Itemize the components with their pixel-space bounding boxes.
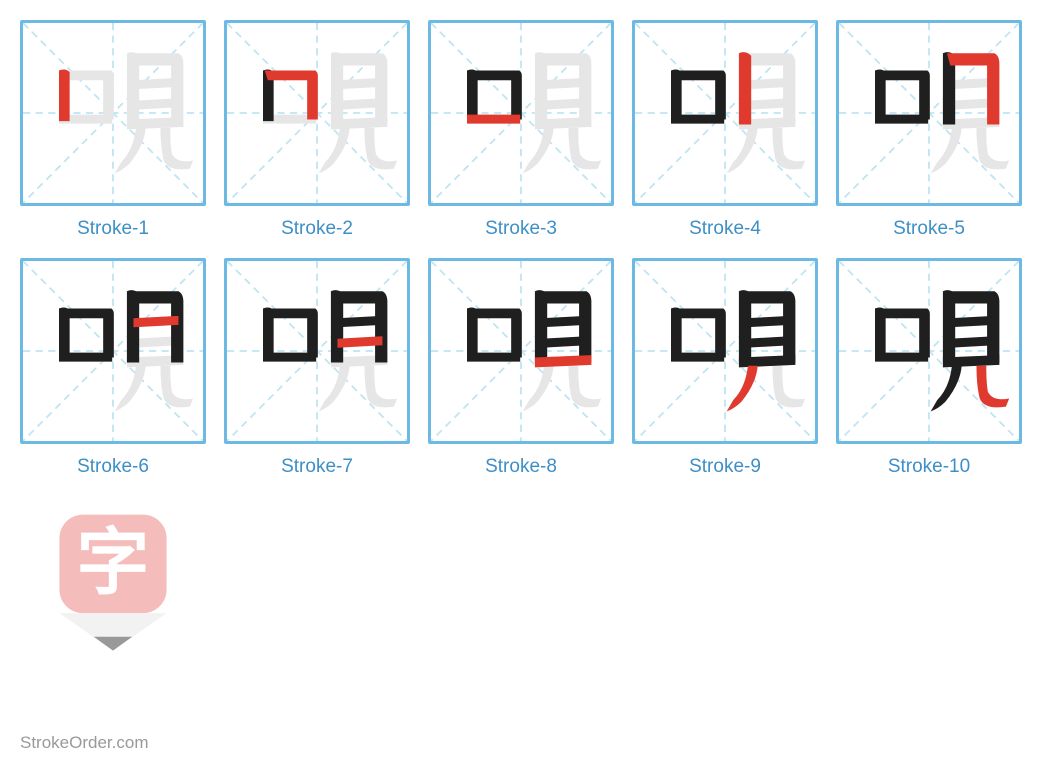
- stroke-cell-4: Stroke-4: [632, 20, 818, 240]
- stroke-label: Stroke-5: [893, 218, 965, 240]
- stroke-cell-2: Stroke-2: [224, 20, 410, 240]
- stroke-label: Stroke-7: [281, 456, 353, 478]
- stroke-cell-7: Stroke-7: [224, 258, 410, 478]
- stroke-cell-9: Stroke-9: [632, 258, 818, 478]
- stroke-panel: [836, 258, 1022, 444]
- footer-text: StrokeOrder.com: [20, 733, 149, 753]
- stroke-label: Stroke-10: [888, 456, 970, 478]
- svg-text:字: 字: [77, 522, 150, 603]
- stroke-label: Stroke-3: [485, 218, 557, 240]
- stroke-panel: [224, 258, 410, 444]
- stroke-panel: [20, 258, 206, 444]
- stroke-cell-8: Stroke-8: [428, 258, 614, 478]
- stroke-cell-6: Stroke-6: [20, 258, 206, 478]
- stroke-panel: [632, 258, 818, 444]
- stroke-cell-3: Stroke-3: [428, 20, 614, 240]
- site-logo: 字: [20, 496, 206, 656]
- stroke-cell-5: Stroke-5: [836, 20, 1022, 240]
- stroke-label: Stroke-9: [689, 456, 761, 478]
- stroke-label: Stroke-2: [281, 218, 353, 240]
- stroke-label: Stroke-6: [77, 456, 149, 478]
- stroke-grid: Stroke-1 Stroke-2 Stroke-3 Stroke-4 Stro…: [20, 20, 1050, 656]
- stroke-panel: [632, 20, 818, 206]
- stroke-panel: [20, 20, 206, 206]
- stroke-panel: [428, 20, 614, 206]
- stroke-cell-10: Stroke-10: [836, 258, 1022, 478]
- stroke-panel: [428, 258, 614, 444]
- stroke-label: Stroke-1: [77, 218, 149, 240]
- stroke-panel: [224, 20, 410, 206]
- stroke-label: Stroke-8: [485, 456, 557, 478]
- stroke-cell-1: Stroke-1: [20, 20, 206, 240]
- stroke-label: Stroke-4: [689, 218, 761, 240]
- stroke-panel: [836, 20, 1022, 206]
